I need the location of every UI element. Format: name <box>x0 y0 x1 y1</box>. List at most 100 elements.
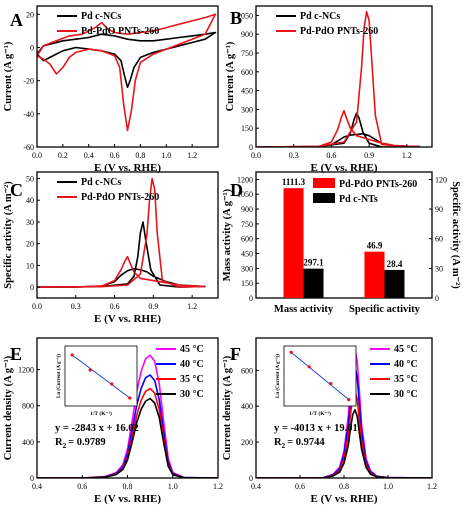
bar-value-label: 297.1 <box>303 258 324 268</box>
y-tick-label: 600 <box>241 68 253 77</box>
inset-y-label: Ln (Current (A g⁻¹)) <box>275 354 281 398</box>
plot-frame <box>36 5 219 148</box>
x-tick-label: 0.8 <box>339 482 349 491</box>
category-label: Mass activity <box>274 304 334 315</box>
x-tick-label: 0.4 <box>32 482 42 491</box>
y-tick-label: 600 <box>241 366 253 375</box>
legend-label: 45 °C <box>180 344 204 355</box>
y-tick-label: 1200 <box>237 175 253 184</box>
legend-label: Pd c-NCs <box>300 11 340 22</box>
legend-label: 40 °C <box>394 359 418 370</box>
y-tick-label: 200 <box>241 438 253 447</box>
y-tick-label: 450 <box>241 250 253 259</box>
legend-label: 35 °C <box>180 374 204 385</box>
y2-tick-label: 90 <box>435 205 443 214</box>
bar <box>303 268 324 298</box>
bar-value-label: 28.4 <box>387 259 403 269</box>
y-tick-label: -20 <box>23 77 34 86</box>
bar <box>364 251 385 298</box>
legend-label: Pd c-NTs <box>339 194 378 205</box>
y-axis-label: Current (A g⁻¹) <box>225 41 236 111</box>
x-tick-label: 0.3 <box>289 151 299 160</box>
series-line <box>256 408 432 478</box>
y-tick-label: 20 <box>26 240 34 249</box>
legend-label: Pd-PdO PNTs-260 <box>81 26 159 37</box>
y2-tick-label: 0 <box>435 294 439 303</box>
plot-frame <box>255 5 433 148</box>
category-label: Specific activity <box>349 304 421 315</box>
bar <box>384 269 405 298</box>
y-tick-label: 1050 <box>237 190 253 199</box>
panel-C: C 0.0 0.3 0.6 0.9 1.2 E (V vs. RHE) 0 10 20 30 40 50… <box>3 171 219 325</box>
y-axis-label: Current (A g⁻¹) <box>3 41 14 111</box>
fit-line <box>290 352 350 400</box>
legend-label: Pd-PdO PNTs-260 <box>81 192 159 203</box>
inset-plot: 1/T (K⁻¹) Ln (Current (A g⁻¹)) <box>56 345 138 417</box>
panel-B: B 0.0 0.3 0.6 0.9 1.2 E (V vs. RHE) 0 150 300 450 6… <box>225 5 433 174</box>
series-line <box>37 221 206 288</box>
bar-value-label: 1111.3 <box>282 177 306 187</box>
legend-label: Pd-PdO PNTs-260 <box>339 179 417 190</box>
x-axis-label: E (V vs. RHE) <box>310 162 377 174</box>
y-tick-label: 0 <box>249 143 253 152</box>
inset-y-label: Ln (Current (A g⁻¹)) <box>56 354 62 398</box>
x-tick-label: 0.2 <box>58 151 68 160</box>
legend-label: 45 °C <box>394 344 418 355</box>
y-tick-label: 50 <box>26 175 34 184</box>
inset-plot: 1/T (K⁻¹) Ln (Current (A g⁻¹)) <box>275 345 357 417</box>
fit-equation: y = -2843 x + 16.02 <box>55 423 139 434</box>
y-tick-label: 0 <box>30 283 34 292</box>
y-tick-label: 1200 <box>18 366 34 375</box>
y-tick-label: 600 <box>241 235 253 244</box>
x-tick-label: 0.0 <box>251 151 261 160</box>
x-tick-label: 0.0 <box>32 151 42 160</box>
x-axis-label: E (V vs. RHE) <box>310 493 377 505</box>
y-tick-label: 300 <box>241 264 253 273</box>
x-tick-label: 0.6 <box>326 151 336 160</box>
y-tick-label: 750 <box>241 220 253 229</box>
y-axis-label: Specific activity (A m⁻²) <box>3 181 14 289</box>
y-tick-label: 400 <box>22 438 34 447</box>
x-tick-label: 0.8 <box>123 482 133 491</box>
x-tick-label: 1.0 <box>383 482 393 491</box>
legend-label: Pd-PdO PNTs-260 <box>300 26 378 37</box>
inset-point <box>307 365 311 369</box>
y-axis-label: Current density (A g⁻¹) <box>3 355 14 460</box>
panel-letter: F <box>230 344 241 364</box>
y-tick-label: 300 <box>241 105 253 114</box>
r-squared-value: = 0.9789 <box>68 437 105 448</box>
bar-value-label: 46.9 <box>367 241 383 251</box>
panel-A: A 0.0 0.2 0.4 0.6 0.8 1.0 1.2 E (V vs. RHE) -60 -4… <box>3 5 219 174</box>
legend-label: 30 °C <box>180 389 204 400</box>
series-line <box>37 397 218 478</box>
panel-F: F 0.4 0.6 0.8 1.0 1.2 E (V vs. RHE) 0 200 400 600 C… <box>222 337 437 505</box>
inset-point <box>128 396 132 400</box>
x-axis-label: E (V vs. RHE) <box>94 493 161 505</box>
y-tick-label: 40 <box>26 196 34 205</box>
r-squared-subscript: 2 <box>63 442 67 450</box>
x-tick-label: 0.9 <box>364 151 374 160</box>
r-squared-value: = 0.9744 <box>287 437 325 448</box>
inset-point <box>110 382 114 386</box>
x-tick-label: 0.8 <box>135 151 145 160</box>
x-tick-label: 0.6 <box>295 482 305 491</box>
panel-letter: A <box>10 10 23 30</box>
legend-label: Pd c-NCs <box>81 11 121 22</box>
x-tick-label: 1.2 <box>427 482 437 491</box>
y-tick-label: 20 <box>26 10 34 19</box>
x-axis-label: E (V vs. RHE) <box>94 313 161 325</box>
legend-swatch <box>313 178 335 188</box>
y2-axis-label: Specific activity (A m⁻²) <box>450 181 461 289</box>
bar <box>283 188 304 298</box>
x-tick-label: 0.4 <box>251 482 261 491</box>
fit-equation: y = -4013 x + 19.01 <box>274 423 358 434</box>
y-tick-label: -60 <box>23 143 34 152</box>
inset-point <box>70 353 74 357</box>
series-line <box>37 13 217 132</box>
x-tick-label: 0.6 <box>77 482 87 491</box>
x-tick-label: 0.0 <box>32 302 42 311</box>
x-axis-label: E (V vs. RHE) <box>94 162 161 174</box>
inset-x-label: 1/T (K⁻¹) <box>309 410 331 417</box>
y-tick-label: -40 <box>23 110 34 119</box>
